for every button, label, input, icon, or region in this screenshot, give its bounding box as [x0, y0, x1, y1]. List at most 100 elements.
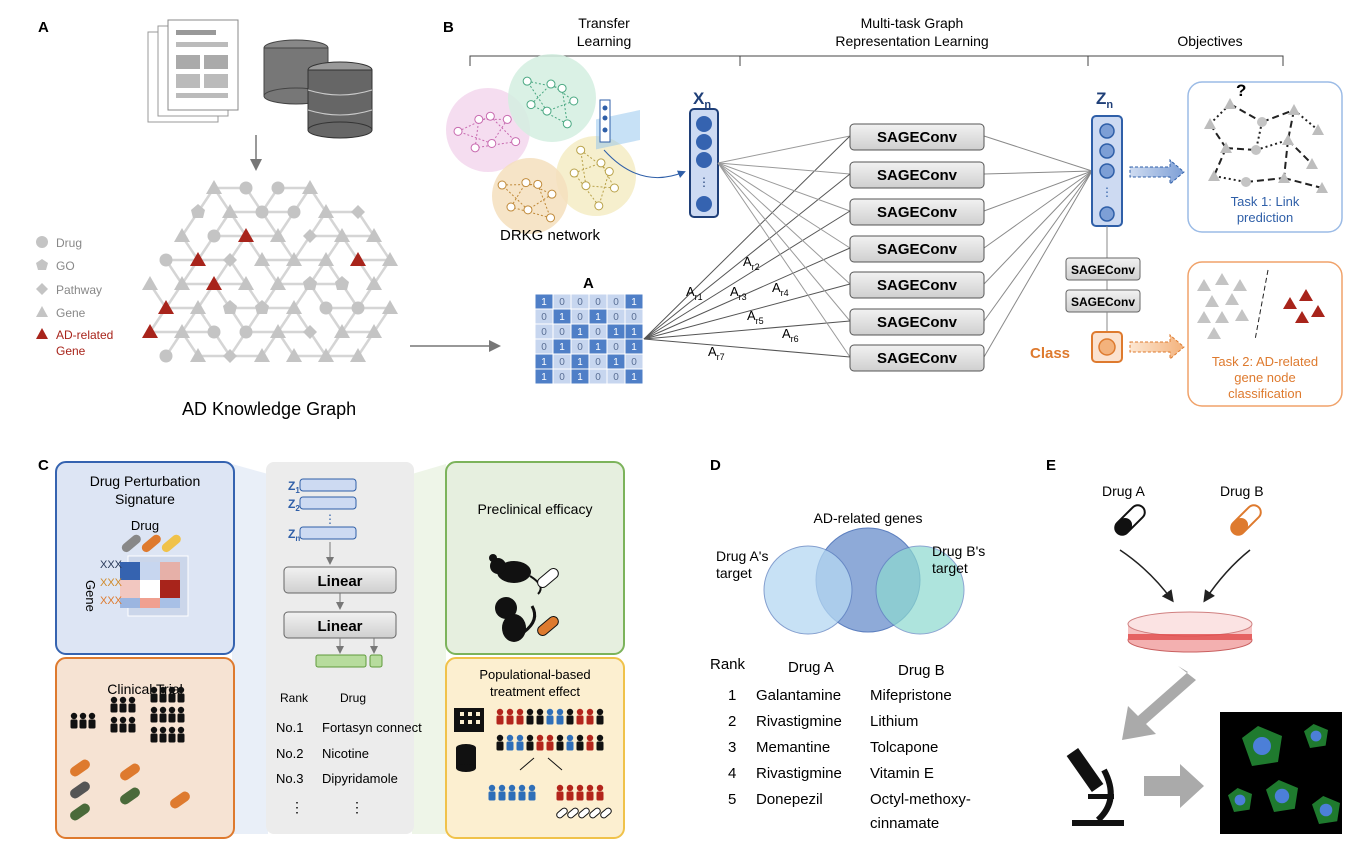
gene-node [222, 204, 238, 218]
cell-nucleus [1234, 794, 1246, 806]
gene-node [190, 348, 206, 362]
pill-a-icon [1114, 504, 1146, 536]
panel-e-letter: E [1046, 457, 1056, 474]
person-body [496, 741, 504, 751]
ad-gene-node [1295, 311, 1309, 323]
svg-text:5: 5 [728, 791, 736, 808]
person-body [506, 741, 514, 751]
person-icon [586, 784, 594, 792]
xn-link [717, 162, 851, 249]
svg-text:Linear: Linear [317, 573, 362, 590]
svg-text:⋮: ⋮ [350, 799, 364, 815]
drug-node [239, 325, 253, 339]
person-icon [119, 696, 127, 704]
xn-link [717, 162, 851, 212]
documents-icon [147, 19, 239, 123]
svg-text:Rank: Rank [280, 691, 309, 705]
svg-text:cinnamate: cinnamate [870, 815, 939, 832]
pathway-node [351, 205, 365, 219]
svg-text:Mifepristone: Mifepristone [870, 687, 952, 704]
sageconv-layer [849, 198, 985, 226]
c-rank-list: No.1 Fortasyn connect No.2 Nicotine No.3… [276, 720, 422, 815]
gene-node [1235, 309, 1249, 321]
person-body [159, 693, 167, 703]
pathway-node [303, 325, 317, 339]
pill-icon [537, 616, 559, 636]
svg-text:target: target [716, 565, 752, 581]
drkg-edge [489, 115, 517, 142]
matrix-link [643, 338, 851, 358]
svg-text:⋮: ⋮ [1101, 185, 1113, 199]
matrix-value: 1 [577, 372, 583, 383]
matrix-value: 0 [541, 342, 547, 353]
drkg-node [487, 138, 497, 148]
person-body [526, 741, 534, 751]
drkg-node [569, 168, 579, 178]
matrix-value: 0 [577, 342, 583, 353]
cell-nucleus [1274, 788, 1290, 804]
sageconv-layer [849, 235, 985, 263]
drkg-node [569, 96, 579, 106]
drug-node [1251, 145, 1261, 155]
cell-nucleus [1253, 737, 1271, 755]
gene-node [350, 348, 366, 362]
person-icon [168, 706, 176, 714]
legend-go: GO [56, 259, 75, 273]
drug-node [207, 325, 221, 339]
zn-label: Zn [1096, 89, 1113, 111]
drkg-node [547, 189, 557, 199]
pathway-legend-icon [36, 283, 48, 295]
drkg-edge [580, 149, 610, 172]
zn-link [983, 170, 1093, 175]
zn-link [983, 170, 1093, 212]
drkg-edge [585, 185, 615, 189]
sageconv-layer [849, 161, 985, 189]
panel-c: C Drug Perturbation Signature Drug Gene … [38, 457, 625, 839]
drkg-node [604, 167, 614, 177]
task2-label-2: gene node [1234, 370, 1295, 385]
svg-text:AD-related genes: AD-related genes [814, 510, 923, 526]
gene-node [142, 276, 158, 290]
task1-edge [1283, 177, 1323, 189]
person-body [150, 693, 158, 703]
panel-b: B Transfer Learning Multi-task Graph Rep… [443, 15, 1343, 407]
panel-e: E Drug A Drug B [1046, 457, 1342, 834]
svg-text:⋮: ⋮ [324, 512, 336, 526]
person-icon [159, 726, 167, 734]
drug-node [159, 253, 173, 267]
person-icon [128, 716, 136, 724]
matrix-value: 0 [595, 372, 601, 383]
panel-a-letter: A [38, 19, 49, 36]
zn-link [983, 170, 1093, 358]
matrix-value: 1 [577, 327, 583, 338]
person-body [576, 715, 584, 725]
task1-edge [1255, 139, 1289, 151]
gene-node [206, 180, 222, 194]
population-groups [488, 708, 612, 819]
person-body [596, 791, 604, 801]
person-body [566, 791, 574, 801]
person-body [177, 693, 185, 703]
svg-text:Populational-based: Populational-based [479, 667, 590, 682]
venn-drug-a [763, 545, 853, 635]
person-icon [498, 784, 506, 792]
gene-node [1197, 311, 1211, 323]
person-icon [150, 686, 158, 694]
gene-node [1233, 279, 1247, 291]
person-icon [88, 712, 96, 720]
person-icon [576, 734, 584, 742]
drug-node [271, 181, 285, 195]
section-learning: Learning [577, 33, 632, 49]
drkg-node [453, 126, 463, 136]
person-icon [566, 784, 574, 792]
gene-node [1205, 295, 1219, 307]
big-arrow [1122, 666, 1196, 740]
svg-text:No.2: No.2 [276, 746, 303, 761]
pill-icon [600, 807, 612, 819]
matrix-value: 0 [559, 372, 565, 383]
svg-text:Lithium: Lithium [870, 713, 918, 730]
go-node [191, 204, 205, 218]
person-body [168, 733, 176, 743]
gene-node [1288, 104, 1300, 115]
